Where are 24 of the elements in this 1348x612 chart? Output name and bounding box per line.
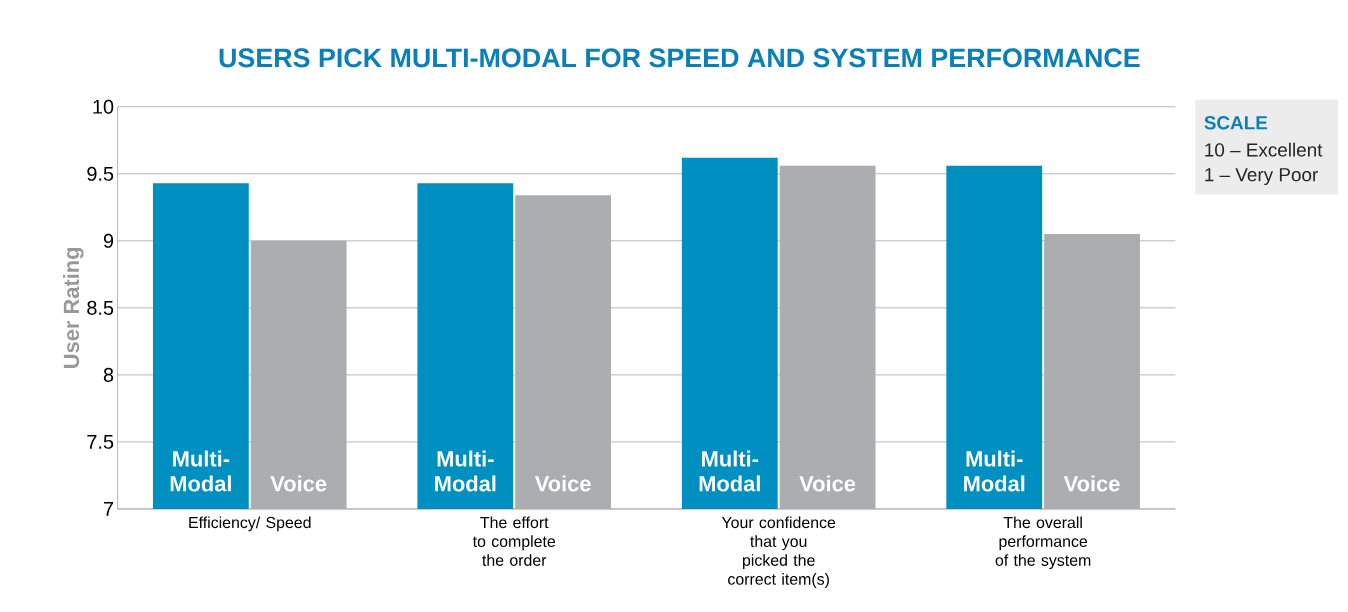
x-tick-label: The effort to complete the order — [472, 516, 556, 567]
text: Voice — [534, 475, 591, 492]
y-tick-label: 9.5 — [87, 166, 114, 181]
y-tick-label: 9 — [103, 233, 114, 248]
x-tick-label: Your confidence that you picked the correct item(s) — [721, 516, 836, 589]
y-tick-label: 7.5 — [87, 435, 114, 449]
y-tick-label: 7 — [103, 502, 114, 516]
text: Multi-Modal — [435, 450, 496, 492]
y-tick-label: 10 — [93, 99, 114, 114]
y-tick-label: 8 — [103, 367, 114, 383]
text: Voice — [799, 475, 856, 492]
text: 10 – Excellent — [1205, 142, 1323, 157]
x-tick-label: The overall performance of the system — [995, 516, 1091, 570]
text: 1 – Very Poor — [1205, 168, 1318, 186]
text: Multi-Modal — [699, 450, 760, 492]
chart-title: USERS PICK MULTI-MODAL FOR SPEED AND SYSTEM PERFORMANCE — [219, 48, 1140, 68]
text: Voice — [1063, 475, 1120, 492]
series-label: Multi-Modal — [170, 450, 231, 492]
y-tick-label: 8.5 — [87, 300, 114, 316]
y-axis-title: User Rating — [63, 248, 84, 369]
text: Multi-Modal — [964, 450, 1025, 492]
series-label: Voice — [270, 475, 327, 492]
text: SCALE — [1204, 116, 1268, 130]
x-tick-label: Efficiency/ Speed — [189, 516, 311, 532]
